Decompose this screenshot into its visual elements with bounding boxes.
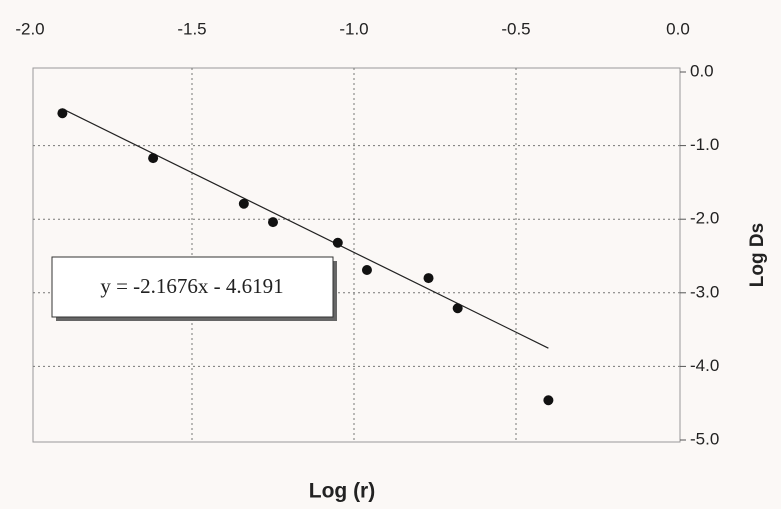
y-tick-label: -4.0 xyxy=(690,356,719,375)
point xyxy=(362,265,372,275)
y-tick-label: -2.0 xyxy=(690,209,719,228)
point xyxy=(57,108,67,118)
x-axis-label: Log (r) xyxy=(309,480,375,503)
chart: Log (r) Log Ds -2.0 -1.5 -1.0 -0.5 0.0 0.0 -1.… xyxy=(0,0,781,509)
x-tick-label: -2.0 xyxy=(15,19,44,38)
y-tick-label: -3.0 xyxy=(690,282,719,301)
page: Log (r) Log Ds -2.0 -1.5 -1.0 -0.5 0.0 0.0 -1.… xyxy=(0,0,781,509)
y-tick-label: -5.0 xyxy=(690,429,719,448)
point xyxy=(148,153,158,163)
plot-frame xyxy=(33,68,680,442)
trendline-equation: y = -2.1676x - 4.6191 xyxy=(100,274,283,298)
point xyxy=(268,217,278,227)
point xyxy=(424,273,434,283)
point xyxy=(239,199,249,209)
x-tick-label: -0.5 xyxy=(501,19,530,38)
x-tick-label: 0.0 xyxy=(666,19,690,38)
y-tick-label: -1.0 xyxy=(690,135,719,154)
x-tick-label: -1.0 xyxy=(339,19,368,38)
y-axis-label: Log Ds xyxy=(747,223,768,287)
y-tick-label: 0.0 xyxy=(690,61,714,80)
point xyxy=(333,238,343,248)
point xyxy=(453,303,463,313)
x-tick-label: -1.5 xyxy=(177,19,206,38)
point xyxy=(543,395,553,405)
